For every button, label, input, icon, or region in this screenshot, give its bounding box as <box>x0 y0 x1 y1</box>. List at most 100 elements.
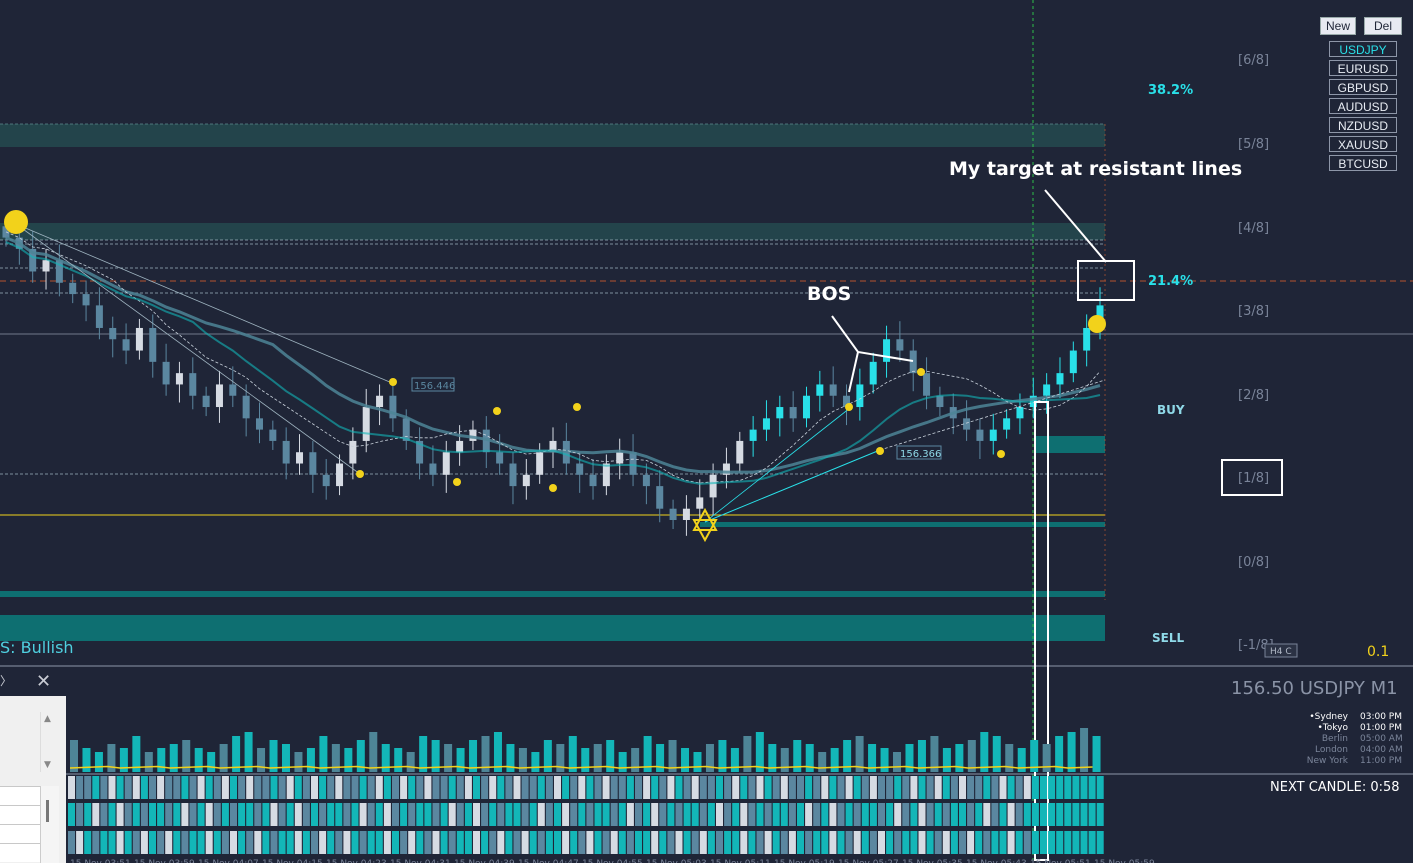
candle-body <box>896 339 904 351</box>
heatmap-cell <box>440 803 448 826</box>
heatmap-cell <box>505 831 513 854</box>
volume-bar <box>493 732 502 772</box>
heatmap-cell <box>189 803 197 826</box>
x-tick-label: 15 Nov 04:55 <box>582 859 643 863</box>
heatmap-cell <box>691 803 699 826</box>
scroll-thumb[interactable] <box>46 800 49 822</box>
heatmap-cell <box>254 831 262 854</box>
heatmap-cell <box>756 776 764 799</box>
heatmap-cell <box>489 776 497 799</box>
heatmap-cell <box>238 831 246 854</box>
heatmap-cell <box>1015 831 1023 854</box>
volume-bar <box>930 736 939 772</box>
heatmap-cell <box>821 831 829 854</box>
candle-body <box>629 452 637 475</box>
heatmap-cell <box>132 776 140 799</box>
volume-bar <box>718 740 727 772</box>
panel-row[interactable] <box>0 824 40 843</box>
heatmap-cell <box>286 803 294 826</box>
heatmap-cell <box>942 831 950 854</box>
heatmap-cell <box>845 776 853 799</box>
heatmap-cell <box>926 776 934 799</box>
heatmap-cell <box>643 803 651 826</box>
panel-scrollbar-2[interactable] <box>40 786 59 863</box>
session-name: New York <box>1307 756 1349 766</box>
heatmap-cell <box>197 803 205 826</box>
volume-bar <box>107 744 116 772</box>
candle-body <box>389 395 397 419</box>
heatmap-cell <box>772 776 780 799</box>
volume-bar <box>768 744 777 772</box>
heatmap-cell <box>578 803 586 826</box>
del-button[interactable]: Del <box>1364 17 1402 35</box>
symbol-button-audusd[interactable]: AUDUSD <box>1329 98 1397 114</box>
heatmap-cell <box>165 776 173 799</box>
heatmap-cell <box>108 831 116 854</box>
session-name: London <box>1315 745 1348 755</box>
heatmap-cell <box>878 803 885 826</box>
heatmap-cell <box>489 831 497 854</box>
heatmap-cell <box>1080 803 1088 826</box>
symbol-button-gbpusd[interactable]: GBPUSD <box>1329 79 1397 95</box>
heatmap-cell <box>837 803 845 826</box>
panel-row[interactable] <box>0 805 40 824</box>
x-tick-label: 15 Nov 05:51 <box>1030 859 1091 863</box>
heatmap-cell <box>149 803 156 826</box>
volume-bar <box>232 736 241 772</box>
scroll-up-icon[interactable]: ▲ <box>44 714 51 724</box>
heatmap-cell <box>1072 776 1080 799</box>
volume-bar <box>793 740 802 772</box>
heatmap-cell <box>934 831 942 854</box>
close-icon[interactable]: ✕ <box>36 671 52 692</box>
symbol-button-xauusd[interactable]: XAUUSD <box>1329 136 1397 152</box>
heatmap-cell <box>140 803 148 826</box>
volume-bar <box>743 736 752 772</box>
panel-scrollbar[interactable] <box>40 712 57 772</box>
heatmap-cell <box>626 803 634 826</box>
heatmap-cell <box>513 776 521 799</box>
heatmap-group <box>68 776 1104 854</box>
heatmap-cell <box>562 776 570 799</box>
heatmap-cell <box>1031 803 1039 826</box>
panel-row[interactable] <box>0 786 40 805</box>
symbol-button-btcusd[interactable]: BTCUSD <box>1329 155 1397 171</box>
candle-body <box>469 429 477 441</box>
heatmap-cell <box>643 831 651 854</box>
fib-label-382: 38.2% <box>1148 83 1193 98</box>
highlight-column-box <box>1034 401 1049 861</box>
h4-badge-box <box>1264 643 1298 658</box>
session-time: 01:00 PM <box>1360 723 1402 733</box>
volume-bar <box>419 736 428 772</box>
heatmap-cell <box>1031 776 1039 799</box>
volume-bar <box>269 740 278 772</box>
heatmap-cell <box>918 776 926 799</box>
heatmap-cell <box>724 803 732 826</box>
panel-row[interactable] <box>0 843 40 862</box>
panel-handle-icon[interactable]: 〉 <box>0 674 13 688</box>
heatmap-cell <box>934 776 942 799</box>
new-button[interactable]: New <box>1320 17 1356 35</box>
heatmap-cell <box>197 831 205 854</box>
candle-body <box>669 508 677 520</box>
candle-body <box>536 452 544 475</box>
heatmap-cell <box>732 831 740 854</box>
heatmap-cell <box>181 776 189 799</box>
heatmap-cell <box>1007 776 1015 799</box>
murrey-level-label: [1/8] <box>1238 471 1269 486</box>
scroll-down-icon[interactable]: ▼ <box>44 760 51 770</box>
heatmap-cell <box>748 803 756 826</box>
heatmap-cell <box>246 831 254 854</box>
symbol-button-usdjpy[interactable]: USDJPY <box>1329 41 1397 57</box>
heatmap-cell <box>221 831 229 854</box>
heatmap-cell <box>570 803 578 826</box>
heatmap-cell <box>950 831 958 854</box>
candle-body <box>909 350 917 374</box>
heatmap-cell <box>319 803 327 826</box>
volume-bar <box>381 744 390 772</box>
symbol-button-nzdusd[interactable]: NZDUSD <box>1329 117 1397 133</box>
symbol-button-eurusd[interactable]: EURUSD <box>1329 60 1397 76</box>
session-time: 05:00 AM <box>1360 734 1403 744</box>
heatmap-cell <box>456 803 464 826</box>
